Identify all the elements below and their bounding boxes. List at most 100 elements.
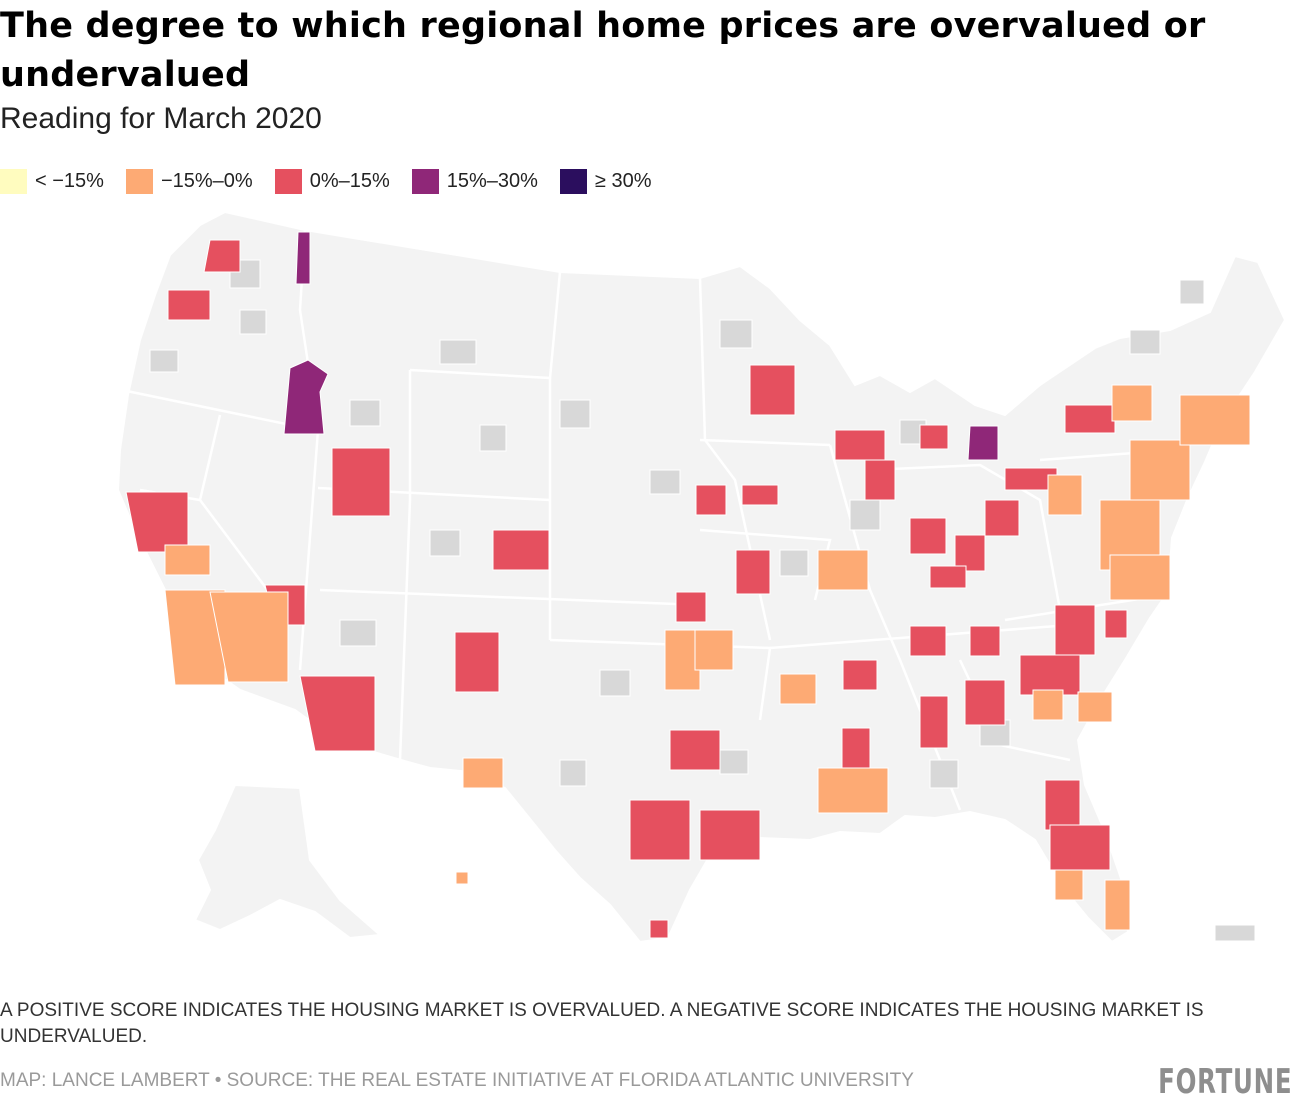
metro-0-15: [909, 625, 947, 657]
legend-swatch: [274, 168, 302, 194]
legend-label: −15%–0%: [160, 169, 253, 192]
metro-no-data: [339, 619, 377, 647]
metro-0-15: [842, 659, 878, 691]
alaska-outline: [193, 783, 383, 940]
no-data-metros: [149, 259, 1256, 942]
map-title: The degree to which regional home prices…: [0, 6, 1206, 95]
metro-no-data: [149, 349, 179, 373]
metro-neg15-0: [1109, 554, 1171, 601]
metro-0-15: [834, 429, 886, 461]
legend-label: < −15%: [35, 169, 104, 192]
metro-no-data: [1129, 329, 1161, 355]
metro-neg15-0: [1111, 384, 1153, 422]
legend-item: 0%–15%: [274, 168, 390, 194]
valued-metros: [125, 231, 1251, 939]
us-metro-valuation-map: [116, 210, 1287, 944]
metro-no-data: [239, 309, 267, 335]
metro-0-15: [669, 729, 721, 771]
metro-neg15-0: [1047, 474, 1083, 516]
metro-neg15-0: [817, 549, 869, 591]
metro-neg15-0: [1179, 394, 1251, 446]
metro-0-15: [699, 809, 761, 861]
metro-0-15: [954, 534, 986, 572]
metro-0-15: [675, 591, 707, 623]
legend-swatch: [0, 168, 27, 194]
metro-neg15-0: [1032, 689, 1064, 721]
metro-neg15-0: [455, 871, 469, 885]
state-border: [121, 388, 316, 432]
metro-no-data: [1214, 924, 1256, 942]
metro-no-data: [719, 319, 753, 349]
metro-neg15-0: [164, 544, 211, 576]
metro-0-15: [749, 364, 796, 416]
metro-no-data: [439, 339, 477, 365]
metro-no-data: [649, 469, 681, 495]
legend-item: 15%–30%: [411, 168, 538, 194]
metro-0-15: [1044, 779, 1081, 831]
metro-no-data: [849, 499, 881, 531]
metro-neg15-0: [1104, 879, 1131, 931]
map-footnote: A positive score indicates the housing m…: [0, 1000, 1204, 1047]
metro-0-15: [629, 799, 691, 861]
metro-15-30: [967, 425, 999, 461]
metro-0-15: [1104, 609, 1128, 639]
metro-0-15: [919, 424, 949, 450]
state-border: [198, 414, 222, 501]
metro-0-15: [1054, 604, 1096, 656]
metro-0-15: [919, 695, 949, 749]
metro-15-30: [295, 231, 311, 285]
metro-no-data: [559, 399, 591, 429]
metro-neg15-0: [1054, 869, 1084, 901]
legend-swatch: [559, 168, 587, 194]
metro-0-15: [695, 484, 727, 516]
metro-0-15: [741, 484, 779, 506]
metro-neg15-0: [209, 591, 289, 683]
metro-no-data: [479, 424, 507, 452]
metro-0-15: [964, 679, 1006, 726]
state-border: [398, 370, 412, 761]
metro-no-data: [349, 399, 381, 427]
map-credit: MAP: LANCE LAMBERT • SOURCE: THE REAL ES…: [0, 1070, 914, 1091]
fortune-logo: FORTUNE: [1157, 1062, 1292, 1102]
metro-15-30: [283, 359, 329, 435]
legend-label: 15%–30%: [446, 169, 538, 192]
metro-no-data: [429, 529, 461, 557]
metro-no-data: [599, 669, 631, 697]
metro-neg15-0: [1129, 439, 1191, 501]
metro-neg15-0: [779, 673, 817, 705]
metro-no-data: [559, 759, 587, 787]
metro-neg15-0: [664, 629, 701, 691]
metro-0-15: [203, 239, 241, 273]
metro-0-15: [969, 625, 1001, 657]
metro-0-15: [492, 529, 550, 571]
legend-item: −15%–0%: [125, 168, 253, 194]
metro-0-15: [1064, 404, 1116, 434]
metro-0-15: [929, 565, 967, 589]
metro-0-15: [1019, 654, 1081, 696]
legend-swatch: [411, 168, 439, 194]
metro-0-15: [167, 289, 211, 321]
metro-0-15: [1049, 824, 1111, 871]
metro-neg15-0: [462, 757, 504, 789]
legend-item: ≥ 30%: [559, 168, 652, 194]
metro-neg15-0: [164, 589, 226, 686]
metro-neg15-0: [817, 767, 889, 814]
legend-item: < −15%: [0, 168, 104, 194]
map-subtitle: Reading for March 2020: [0, 102, 322, 135]
legend-swatch: [125, 168, 153, 194]
metro-0-15: [331, 447, 391, 517]
metro-0-15: [299, 675, 376, 752]
metro-neg15-0: [1077, 691, 1113, 723]
metro-0-15: [909, 517, 947, 555]
metro-0-15: [984, 499, 1020, 537]
metro-no-data: [719, 749, 749, 775]
metro-0-15: [864, 459, 896, 501]
metro-no-data: [929, 759, 959, 789]
metro-0-15: [649, 919, 669, 939]
legend-label: ≥ 30%: [594, 169, 652, 192]
state-border: [828, 444, 902, 661]
state-border: [319, 588, 701, 607]
legend-label: 0%–15%: [309, 169, 390, 192]
state-border: [699, 438, 831, 447]
metro-no-data: [779, 549, 809, 577]
